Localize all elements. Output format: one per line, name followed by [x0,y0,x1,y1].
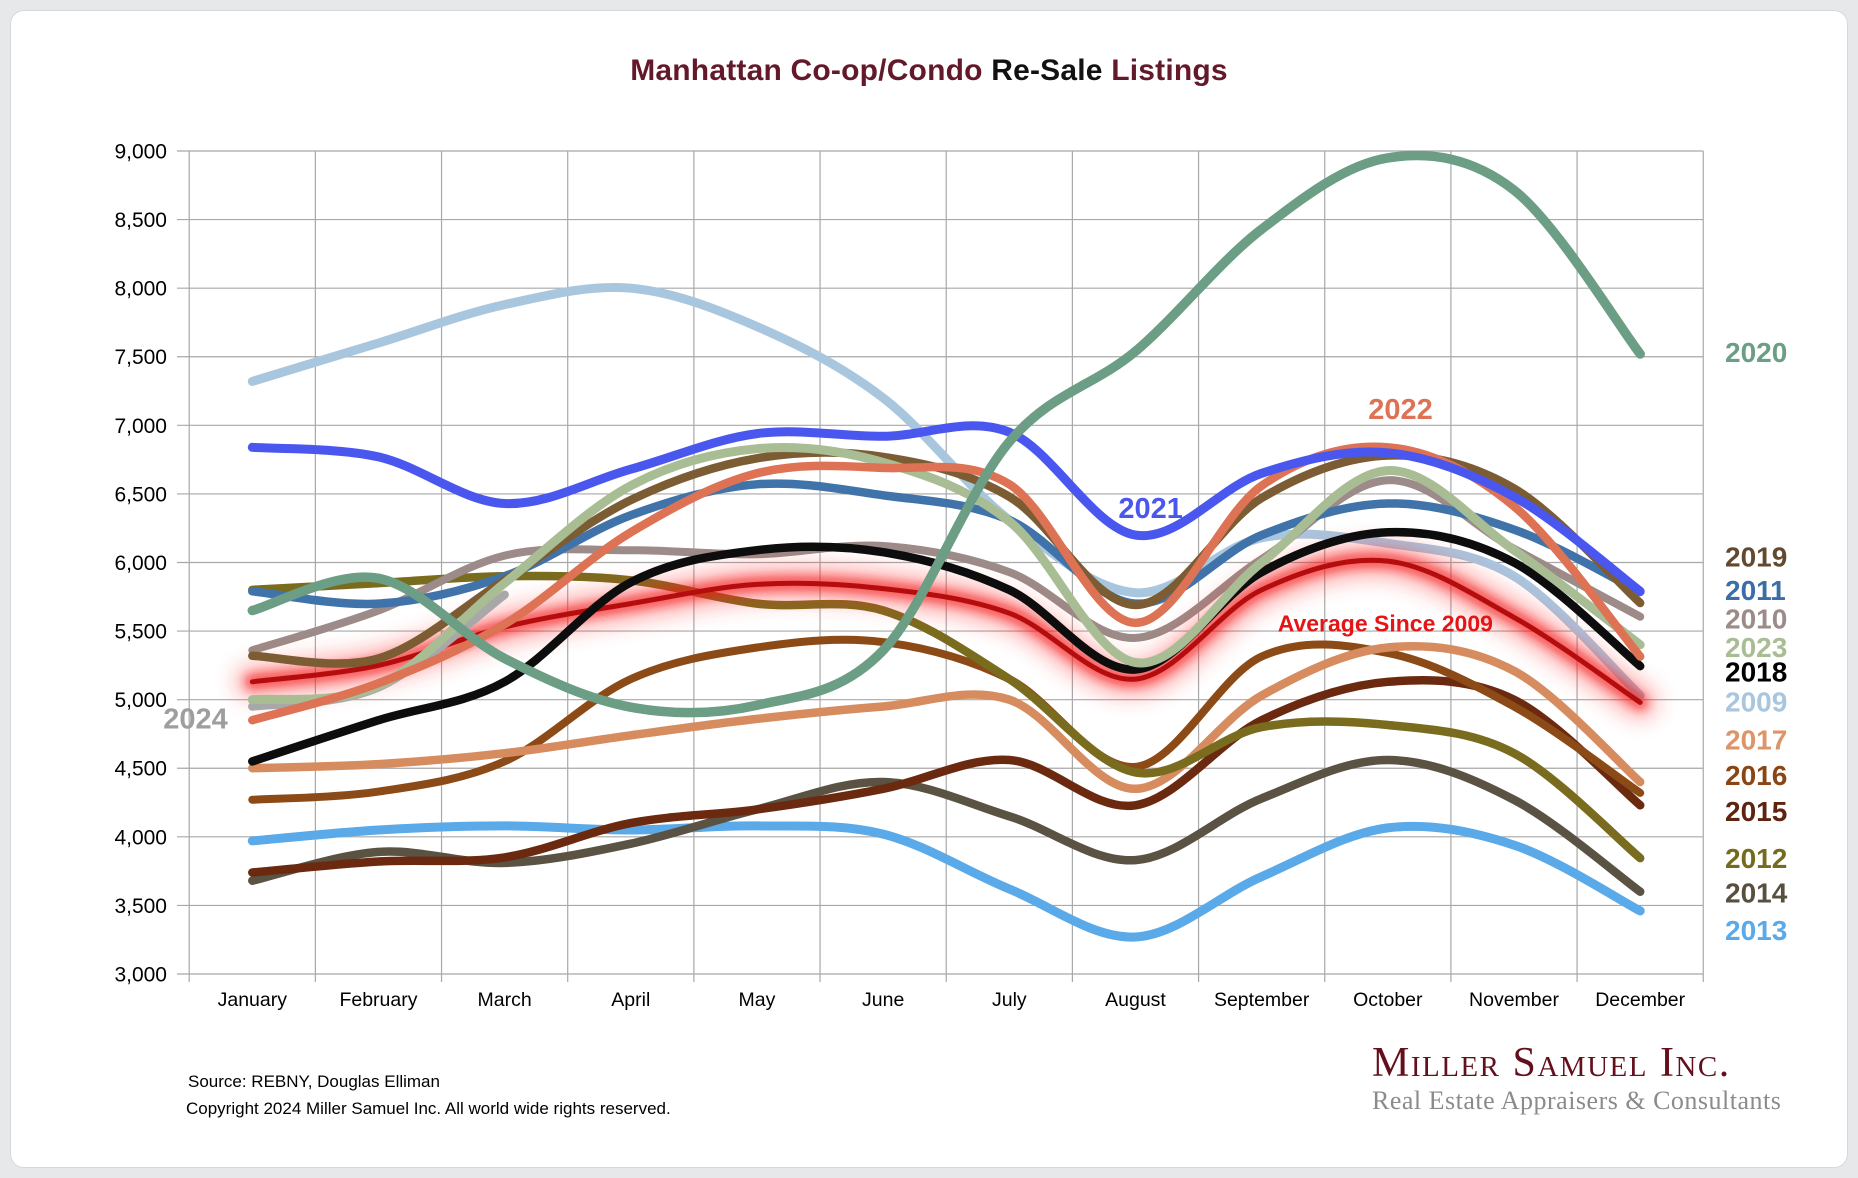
x-tick-label: August [1105,989,1166,1011]
legend-year-2010: 2010 [1725,604,1787,635]
x-tick-label: April [611,989,650,1011]
legend-year-2016: 2016 [1725,760,1787,791]
y-tick-label: 5,500 [114,621,167,644]
copyright-line: Copyright 2024 Miller Samuel Inc. All wo… [186,1099,671,1118]
y-tick-label: 5,000 [114,689,167,712]
series-line-2015 [248,676,1645,877]
x-tick-label: May [739,989,776,1011]
title-part-resale: Re-Sale [991,54,1112,87]
y-tick-label: 6,500 [114,483,167,506]
legend-year-2017: 2017 [1725,724,1787,755]
y-tick-label: 7,500 [114,346,167,369]
series-lines [235,150,1658,942]
x-tick-label: July [992,989,1027,1011]
legend-year-2012: 2012 [1725,843,1787,874]
series-line-2011 [248,479,1645,609]
legend-year-2011: 2011 [1725,575,1786,606]
logo-name: Miller Samuel Inc. [1372,1040,1731,1086]
series-line-2013 [247,821,1645,942]
series-line-2010 [248,476,1645,655]
legend-year-2023: 2023 [1725,632,1787,663]
series-line-2020 [247,150,1645,718]
x-tick-label: October [1353,989,1423,1011]
annotation-2022: 2022 [1368,394,1433,426]
annotation-average-since-2009: Average Since 2009 [1278,611,1493,637]
x-tick-label: March [478,989,532,1011]
logo-tagline: Real Estate Appraisers & Consultants [1372,1086,1782,1115]
legend-year-2009: 2009 [1725,687,1787,718]
legend-year-2018: 2018 [1725,657,1787,688]
x-tick-label: January [218,989,288,1011]
x-tick-label: September [1214,989,1310,1011]
legend-year-2020: 2020 [1725,337,1787,368]
x-tick-label: November [1469,989,1559,1011]
source-note: Source: REBNY, Douglas Elliman Copyright… [186,1068,671,1122]
y-tick-label: 3,500 [114,895,167,918]
y-tick-label: 8,000 [114,278,167,301]
legend-year-2013: 2013 [1725,915,1787,946]
legend-year-2015: 2015 [1725,796,1787,827]
annotation-2024: 2024 [163,703,228,735]
y-tick-label: 4,000 [114,826,167,849]
x-tick-label: February [339,989,417,1011]
series-line-2016 [248,635,1645,804]
title-part-listings: Listings [1111,54,1228,87]
legend-year-2014: 2014 [1725,877,1788,908]
annotation-2021: 2021 [1118,493,1183,525]
y-tick-label: 9,000 [114,141,167,164]
legend-year-2019: 2019 [1725,541,1787,572]
miller-samuel-logo: Miller Samuel Inc. Real Estate Appraiser… [1372,1040,1781,1116]
x-tick-label: June [862,989,904,1011]
series-line-2018 [248,527,1645,766]
x-tick-label: December [1595,989,1685,1011]
y-tick-label: 3,000 [114,963,167,986]
chart-title: Manhattan Co-op/Condo Re-Sale Listings [0,54,1858,88]
y-tick-label: 4,500 [114,758,167,781]
title-part-manhattan: Manhattan Co-op/Condo [630,54,992,87]
y-tick-label: 7,000 [114,415,167,438]
axis-tick-labels: 9,000 8,500 8,000 7,500 7,000 6,500 6,000 5,500… [114,141,1685,1011]
series-line-2017 [248,642,1645,794]
y-tick-label: 8,500 [114,209,167,232]
y-tick-label: 6,000 [114,552,167,575]
series-line-2021 [247,421,1645,596]
source-line: Source: REBNY, Douglas Elliman [188,1072,440,1091]
series-line-2023 [247,442,1645,705]
